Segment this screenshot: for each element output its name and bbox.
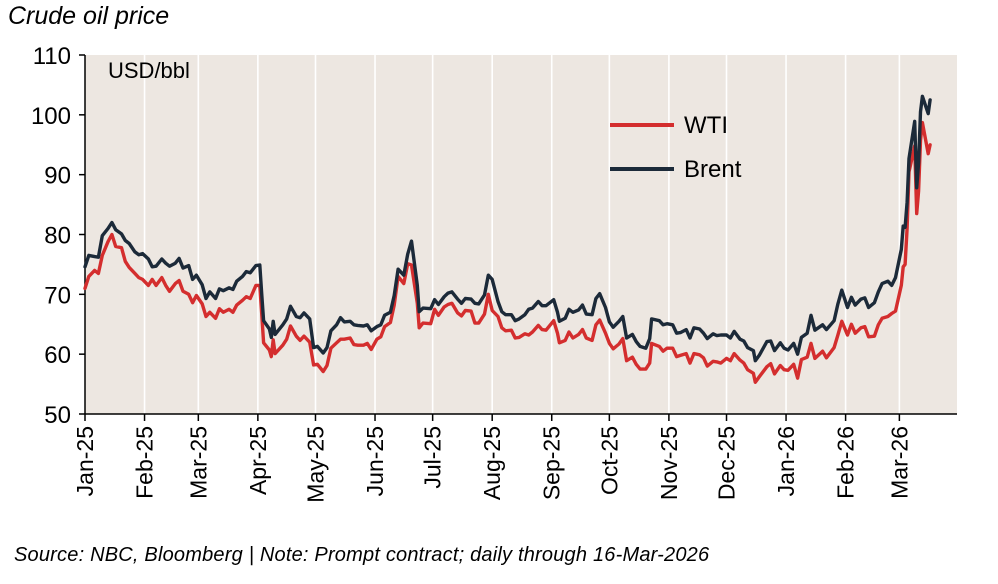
x-tick-label: Jan-25 <box>72 426 98 496</box>
series-line-wti <box>83 120 932 384</box>
legend-label-brent: Brent <box>684 156 742 183</box>
y-tick-label: 80 <box>44 223 71 250</box>
legend: WTI Brent <box>610 112 742 183</box>
y-tick-label: 50 <box>44 402 71 429</box>
unit-label: USD/bbl <box>108 58 190 83</box>
y-tick-label: 60 <box>44 342 71 369</box>
x-tick-label: Aug-25 <box>479 426 505 500</box>
x-tick-label: Oct-25 <box>596 426 622 495</box>
x-tick-label: Mar-26 <box>886 426 912 499</box>
y-tick-label: 90 <box>44 163 71 190</box>
source-note: Source: NBC, Bloomberg | Note: Prompt co… <box>14 544 710 566</box>
x-tick-label: Dec-25 <box>714 426 740 500</box>
x-tick-label: Apr-25 <box>245 426 271 495</box>
plot-area <box>85 55 957 414</box>
series-line-brent <box>83 94 932 363</box>
x-tick-label: Jan-26 <box>773 426 799 496</box>
x-tick-label: Feb-26 <box>833 426 859 499</box>
x-tick-label: Nov-25 <box>656 426 682 500</box>
axes: 50 60 70 80 90 100 110 Jan-25 Feb-25 Mar-25 Apr-25… <box>31 43 957 503</box>
chart-title: Crude oil price <box>8 2 170 30</box>
y-tick-label: 110 <box>33 43 71 70</box>
x-tick-label: Sep-25 <box>539 426 565 500</box>
series-lines <box>83 94 932 384</box>
y-tick-label: 100 <box>31 103 71 130</box>
x-tick-label: Mar-25 <box>185 426 211 499</box>
gridlines <box>143 55 901 414</box>
x-tick-label: Jul-25 <box>420 426 446 489</box>
y-tick-label: 70 <box>44 282 71 309</box>
x-tick-label: Feb-25 <box>132 426 158 499</box>
x-tick-label: Jun-25 <box>362 426 388 496</box>
legend-label-wti: WTI <box>684 112 728 139</box>
x-tick-label: May-25 <box>302 426 328 503</box>
